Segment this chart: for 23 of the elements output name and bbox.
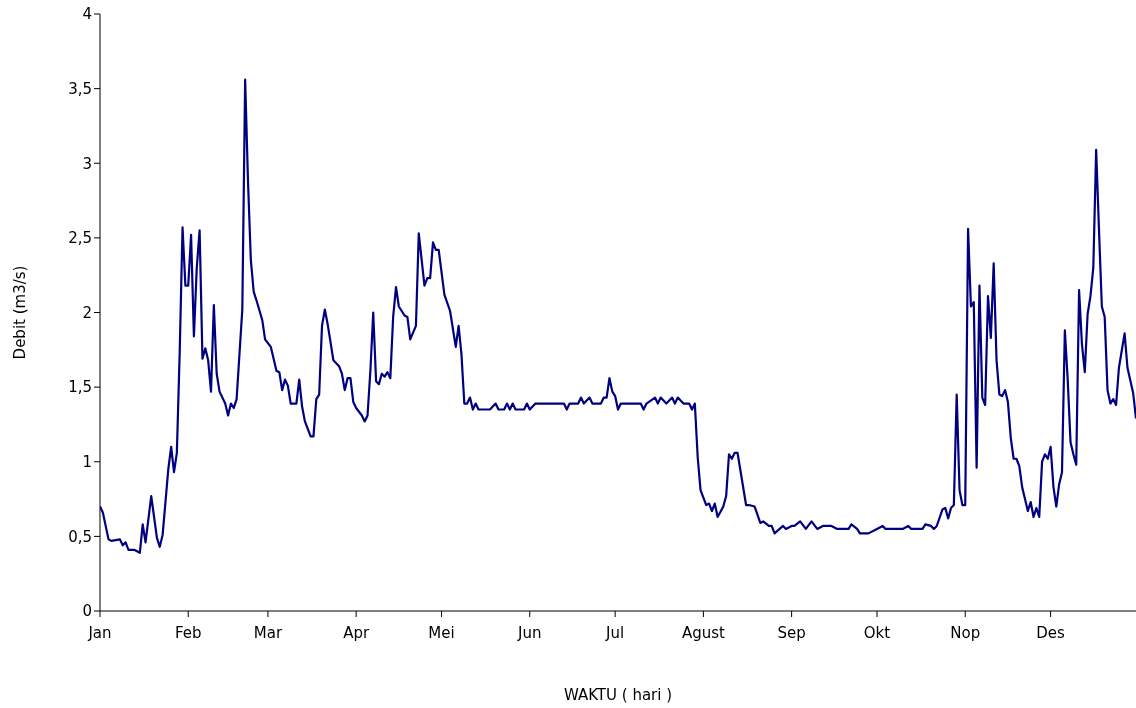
x-tick-label: Mei (428, 623, 455, 642)
x-tick-label: Agust (681, 623, 725, 642)
y-tick-label: 3 (82, 154, 92, 173)
x-tick-label: Jun (517, 623, 542, 642)
y-tick-label: 4 (82, 5, 92, 24)
x-tick-label: Feb (174, 623, 202, 642)
x-tick-label: Mar (253, 623, 283, 642)
y-tick-label: 0 (82, 602, 92, 621)
y-tick-label: 1 (82, 453, 92, 472)
y-tick-label: 0,5 (68, 527, 92, 546)
x-tick-label: Nop (950, 623, 981, 642)
y-axis-title: Debit (m3/s) (11, 265, 30, 360)
y-tick-label: 3,5 (68, 79, 92, 98)
x-tick-label: Sep (777, 623, 806, 642)
x-tick-label: Jan (87, 623, 112, 642)
x-axis-title: WAKTU ( hari ) (563, 686, 673, 704)
x-tick-label: Apr (343, 623, 370, 642)
y-tick-label: 1,5 (68, 378, 92, 397)
y-tick-label: 2 (82, 303, 92, 322)
x-tick-label: Des (1036, 623, 1066, 642)
x-tick-label: Jul (605, 623, 625, 642)
y-tick-label: 2,5 (68, 229, 92, 248)
x-tick-label: Okt (863, 623, 891, 642)
